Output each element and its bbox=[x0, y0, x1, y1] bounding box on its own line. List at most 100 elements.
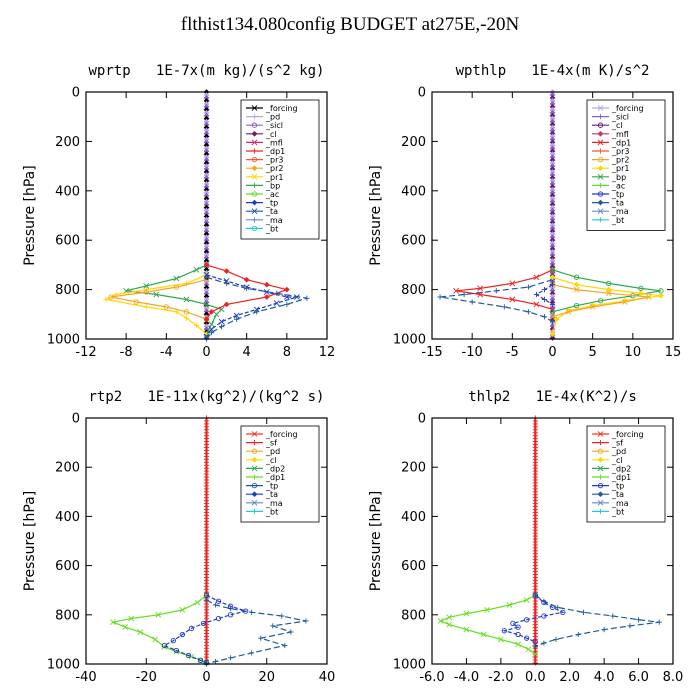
series-point-dp1 bbox=[137, 629, 144, 635]
series-point-bp bbox=[573, 303, 580, 309]
y-tick-label: 600 bbox=[55, 559, 80, 574]
series-point-pr1 bbox=[549, 274, 556, 281]
series-point-dp1 bbox=[523, 597, 530, 603]
series-point-pr1 bbox=[657, 292, 664, 299]
series-point-ta bbox=[227, 603, 234, 609]
x-tick-label: 8 bbox=[283, 345, 291, 360]
y-tick-label: 1000 bbox=[47, 333, 80, 348]
series-line-dp1 bbox=[206, 264, 289, 320]
y-axis-label: Pressure [hPa] bbox=[22, 491, 38, 591]
y-tick-label: 0 bbox=[72, 412, 80, 427]
series-point-ta bbox=[203, 660, 210, 666]
plot-frame bbox=[431, 91, 674, 340]
legend-label: _sicl bbox=[611, 113, 629, 122]
legend-marker bbox=[251, 105, 258, 111]
legend-label: _dp1 bbox=[265, 473, 285, 482]
legend-label: _forcing bbox=[611, 430, 644, 439]
legend-label: _tp bbox=[611, 482, 624, 491]
x-tick-label: 4.0 bbox=[594, 670, 615, 685]
legend-label: _pr3 bbox=[265, 156, 283, 165]
legend-marker bbox=[251, 431, 258, 437]
chart-title: wprtp 1E-7x(m kg)/(s^2 kg) bbox=[88, 63, 324, 79]
y-tick-label: 600 bbox=[401, 559, 426, 574]
legend-label: _mfl bbox=[611, 130, 629, 139]
series-line-pr1 bbox=[104, 274, 207, 335]
series-point-dp1 bbox=[263, 294, 270, 300]
legend-box bbox=[586, 99, 666, 231]
series-line-ta bbox=[501, 594, 565, 643]
y-tick-label: 400 bbox=[401, 184, 426, 199]
legend-label: _ta bbox=[611, 490, 624, 499]
series-point-bp bbox=[573, 274, 580, 280]
series-point-tp bbox=[263, 289, 270, 295]
chart-panel-4: thlp2 1E-4x(K^2)/s Pressure [hPa] 0 200 400 6… bbox=[368, 389, 683, 685]
y-tick-label: 0 bbox=[418, 412, 426, 427]
series-point-ta bbox=[243, 608, 249, 614]
series-point-pr2 bbox=[163, 304, 169, 310]
y-tick-label: 200 bbox=[55, 135, 80, 150]
series-point-dp1 bbox=[497, 636, 504, 643]
series-point-bp bbox=[173, 275, 180, 282]
legend-marker bbox=[251, 448, 258, 454]
series-point-pr2 bbox=[108, 294, 114, 300]
legend-marker bbox=[251, 456, 258, 463]
series-line-bp bbox=[126, 264, 223, 335]
legend-marker bbox=[597, 122, 604, 128]
legend: _forcing_pd_sicl_cl_mfl_dp1_pr3_pr2_pr1_… bbox=[240, 99, 320, 240]
legend-marker bbox=[251, 225, 258, 232]
legend-marker bbox=[251, 208, 258, 215]
x-tick-label: -8 bbox=[120, 345, 133, 360]
series-line-ta bbox=[439, 279, 553, 323]
series-point-ta bbox=[188, 625, 195, 631]
series-point-bp bbox=[183, 296, 190, 303]
series-point-dp1 bbox=[463, 626, 470, 633]
legend-label: _ma bbox=[611, 207, 629, 216]
legend-label: _bt bbox=[611, 507, 624, 516]
series-point-dp1 bbox=[480, 631, 487, 638]
legend-label: _tp bbox=[265, 199, 278, 208]
legend-marker bbox=[251, 122, 258, 128]
series-point-dp1 bbox=[188, 653, 195, 660]
y-tick-label: 0 bbox=[418, 86, 426, 101]
legend-label: _pd bbox=[265, 447, 280, 456]
series-point-dp1 bbox=[223, 268, 230, 275]
legend-marker bbox=[251, 130, 258, 137]
series-point-ta bbox=[515, 624, 521, 630]
series-point-pr2 bbox=[573, 286, 580, 293]
series-point-pr1 bbox=[549, 331, 556, 338]
legend-label: _pr3 bbox=[611, 147, 629, 156]
y-axis-label: Pressure [hPa] bbox=[368, 165, 384, 265]
series-point-dp1 bbox=[533, 274, 540, 281]
chart-title: thlp2 1E-4x(K^2)/s bbox=[468, 389, 637, 405]
legend-marker bbox=[597, 139, 604, 146]
legend-marker bbox=[597, 191, 604, 197]
series-point-bp bbox=[549, 267, 556, 273]
series-point-dp1 bbox=[128, 615, 135, 622]
series-point-dp1 bbox=[208, 308, 215, 315]
legend-marker bbox=[251, 491, 258, 498]
y-axis-label: Pressure [hPa] bbox=[368, 491, 384, 591]
legend-label: _forcing bbox=[265, 430, 298, 439]
legend-label: _cl bbox=[265, 130, 277, 139]
series-line-dp1 bbox=[439, 594, 536, 655]
legend-label: _forcing bbox=[611, 104, 644, 113]
x-tick-label: 0 bbox=[548, 345, 556, 360]
legend-marker bbox=[597, 431, 604, 437]
series-point-dp1 bbox=[110, 619, 117, 626]
x-tick-label: -5 bbox=[506, 345, 519, 360]
legend-label: _dp2 bbox=[265, 464, 285, 473]
legend-marker bbox=[597, 499, 604, 506]
legend-label: _mfl bbox=[265, 138, 283, 147]
legend-label: _bt bbox=[265, 224, 278, 233]
chart-title: wpthlp 1E-4x(m K)/s^2 bbox=[456, 63, 650, 79]
series-point-dp1 bbox=[532, 651, 539, 658]
series-line-bp bbox=[552, 269, 662, 313]
legend: _forcing_sf_pd_cl_dp2_dp1_tp_ta_ma_bt bbox=[240, 425, 320, 523]
series-point-dp1 bbox=[263, 281, 270, 288]
x-tick-label: 4 bbox=[243, 345, 251, 360]
legend-label: _dp1 bbox=[265, 147, 285, 156]
series-point-dp1 bbox=[122, 624, 129, 631]
series-point-ta bbox=[549, 604, 556, 611]
series-point-dp1 bbox=[477, 285, 484, 292]
legend-marker bbox=[251, 499, 258, 506]
